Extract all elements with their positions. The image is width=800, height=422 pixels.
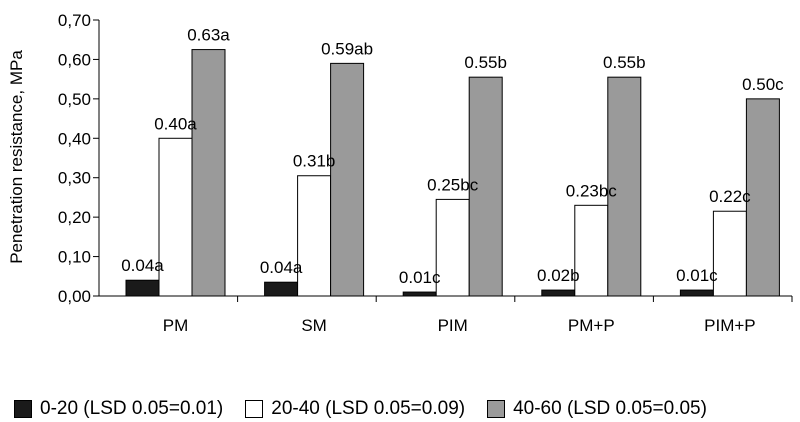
bar-sm-series-1 — [264, 281, 299, 297]
bar-pim-series-2 — [435, 198, 470, 297]
data-label: 0.59ab — [321, 39, 373, 58]
x-tick-label: PM — [163, 316, 189, 335]
x-tick-label: PIM+P — [704, 316, 756, 335]
data-label: 0.23bc — [566, 181, 618, 200]
y-axis-ticks: 0,00 0,10 0,20 0,30 0,40 0,50 0,60 0,70 — [58, 11, 99, 306]
data-labels-group: 0.04a 0.40a 0.63a 0.04a 0.31b 0.59ab 0.01c 0.25… — [121, 26, 784, 287]
data-label: 0.22c — [709, 187, 751, 206]
legend-label-20-40: 20-40 (LSD 0.05=0.09) — [271, 398, 466, 419]
data-label: 0.50c — [742, 75, 784, 94]
bar-pimp-series-1 — [679, 289, 714, 297]
bar-pim-series-3 — [468, 76, 503, 297]
data-label: 0.04a — [121, 256, 164, 275]
data-label: 0.55b — [603, 53, 646, 72]
bar-sm-series-3 — [330, 62, 365, 297]
legend-swatch-20-40 — [245, 400, 264, 418]
legend-swatch-0-20 — [14, 400, 32, 418]
data-label: 0.55b — [464, 53, 507, 72]
bar-pm-series-2 — [158, 137, 193, 297]
data-label: 0.04a — [260, 258, 303, 277]
y-tick-label: 0,40 — [58, 129, 91, 148]
legend-label-0-20: 0-20 (LSD 0.05=0.01) — [40, 398, 224, 419]
data-label: 0.31b — [293, 152, 336, 171]
y-tick-label: 0,50 — [58, 90, 91, 109]
legend-item-0-20: 0-20 (LSD 0.05=0.01) — [14, 398, 223, 420]
legend: 0-20 (LSD 0.05=0.01) 20-40 (LSD 0.05=0.0… — [14, 398, 729, 420]
bar-sm-series-2 — [297, 175, 332, 297]
y-tick-label: 0,70 — [58, 11, 91, 30]
data-label: 0.02b — [537, 266, 580, 285]
bar-pim-series-1 — [402, 291, 437, 297]
y-tick-label: 0,10 — [58, 248, 91, 267]
bar-pimp-series-2 — [712, 210, 747, 297]
y-axis-label: Penetration resistance, MPa — [7, 50, 26, 264]
data-label: 0.63a — [187, 26, 230, 45]
legend-item-20-40: 20-40 (LSD 0.05=0.09) — [245, 398, 465, 420]
bar-pimp-series-3 — [745, 98, 780, 297]
y-tick-label: 0,20 — [58, 208, 91, 227]
bar-pmp-series-1 — [541, 289, 576, 297]
legend-label-40-60: 40-60 (LSD 0.05=0.05) — [513, 398, 707, 419]
data-label: 0.01c — [676, 266, 718, 285]
y-tick-label: 0,00 — [58, 287, 91, 306]
legend-item-40-60: 40-60 (LSD 0.05=0.05) — [487, 398, 707, 420]
x-tick-label: SM — [301, 316, 327, 335]
bar-pm-series-1 — [125, 279, 160, 297]
data-label: 0.01c — [399, 268, 441, 287]
x-axis-ticks: PM SM PIM PM+P PIM+P — [163, 296, 793, 335]
bars-group — [125, 49, 780, 297]
data-label: 0.25bc — [427, 175, 479, 194]
bar-pmp-series-2 — [574, 204, 609, 297]
y-tick-label: 0,30 — [58, 169, 91, 188]
x-tick-label: PM+P — [568, 316, 615, 335]
data-label: 0.40a — [154, 114, 197, 133]
bar-chart: Penetration resistance, MPa 0,00 0,10 0,20… — [7, 11, 793, 335]
bar-pm-series-3 — [191, 49, 226, 297]
y-tick-label: 0,60 — [58, 50, 91, 69]
x-tick-label: PIM — [438, 316, 468, 335]
legend-swatch-40-60 — [487, 400, 506, 418]
